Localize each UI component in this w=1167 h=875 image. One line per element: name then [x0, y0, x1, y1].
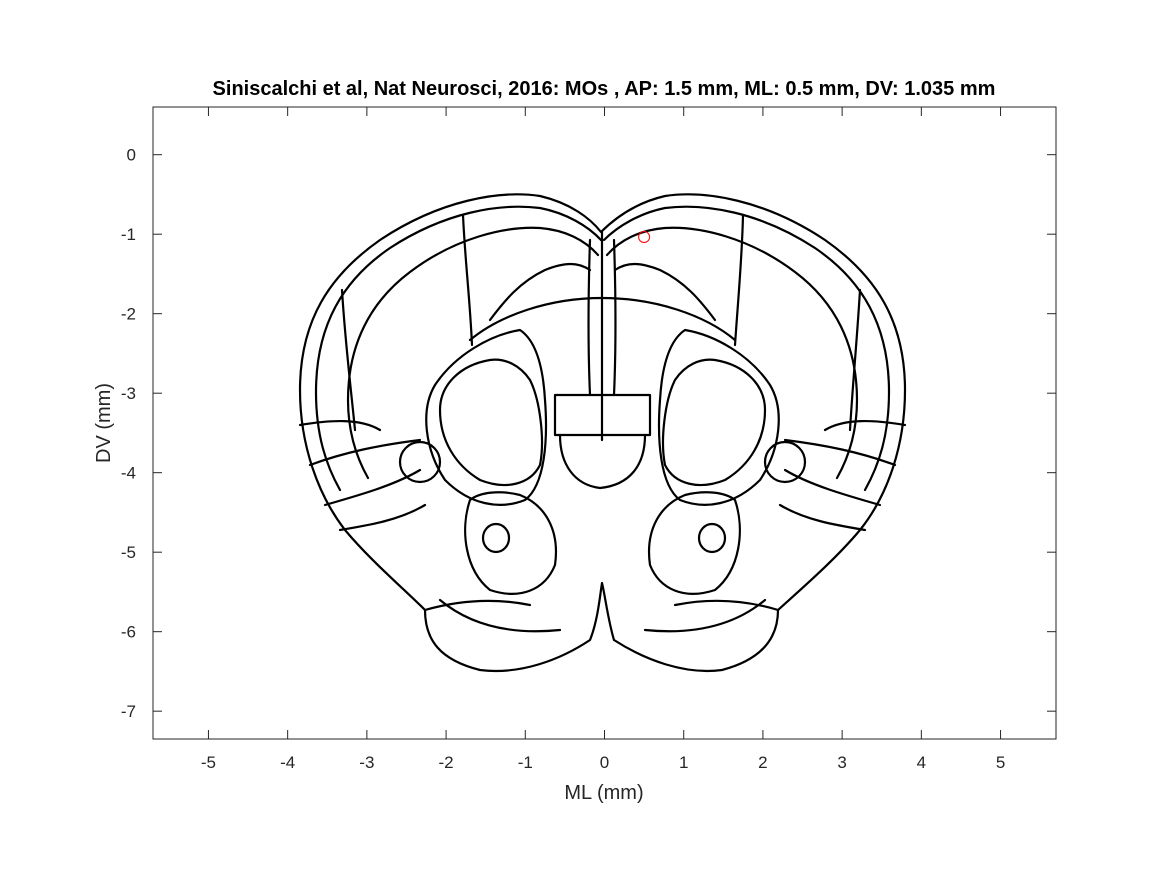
ventral-area-right: [643, 598, 767, 633]
small-oval-right: [697, 522, 727, 554]
y-tick-label: -3: [121, 384, 136, 403]
striatum-right-outer: [657, 328, 780, 506]
x-tick-label: -2: [439, 753, 454, 772]
x-tick-label: 3: [837, 753, 846, 772]
x-tick-label: -4: [280, 753, 295, 772]
x-axis-label: ML (mm): [564, 782, 643, 804]
area-boundary-left-h1: [298, 420, 382, 432]
area-boundary-left-h2: [308, 438, 422, 467]
area-boundary-right-1: [733, 213, 745, 347]
cingulum-arc: [468, 296, 737, 342]
ventral-boundary-left: [423, 599, 532, 612]
y-tick-label: -6: [121, 623, 136, 642]
y-tick-label: -7: [121, 702, 136, 721]
x-tick-label: 2: [758, 753, 767, 772]
axes-background: [153, 107, 1056, 739]
striatum-left: [438, 358, 544, 487]
medial-cortex-left: [587, 238, 592, 397]
septum-lower: [558, 433, 647, 490]
x-tick-label: -3: [359, 753, 374, 772]
striatum-right: [661, 358, 767, 487]
x-tick-label: -1: [518, 753, 533, 772]
area-boundary-right-h4: [778, 503, 867, 532]
cortex-boundary-2: [346, 226, 600, 480]
lateral-oval-left: [398, 440, 442, 484]
y-tick-label: -1: [121, 225, 136, 244]
lateral-oval-right: [763, 440, 807, 484]
area-boundary-right-h1: [823, 420, 907, 432]
x-axis-ticks: -5 -4 -3 -2 -1 0 1 2 3 4 5: [201, 107, 1005, 772]
brain-outer-contour: [298, 193, 907, 672]
y-axis-ticks: 0 -1 -2 -3 -4 -5 -6 -7: [121, 146, 1056, 721]
brain-atlas-outline: [298, 193, 907, 672]
chart-title: Siniscalchi et al, Nat Neurosci, 2016: M…: [213, 78, 996, 100]
medial-cortex-right: [612, 238, 617, 397]
y-tick-label: -4: [121, 464, 136, 483]
ventral-boundary-right: [673, 599, 780, 612]
ventral-area-left: [438, 598, 562, 633]
area-boundary-right-2: [848, 288, 862, 432]
x-tick-label: 4: [917, 753, 926, 772]
area-boundary-left-1: [461, 213, 474, 347]
x-tick-label: -5: [201, 753, 216, 772]
y-tick-label: 0: [127, 146, 136, 165]
area-boundary-left-h3: [323, 468, 422, 507]
cortex-boundary-3-right: [613, 262, 717, 322]
pallidum-right: [647, 491, 741, 595]
x-tick-label: 1: [679, 753, 688, 772]
area-boundary-left-2: [340, 288, 357, 432]
y-tick-label: -2: [121, 305, 136, 324]
x-tick-label: 0: [600, 753, 609, 772]
cortex-boundary-2-right: [605, 226, 859, 480]
target-point: [638, 230, 651, 243]
area-boundary-left-h4: [338, 503, 427, 532]
cortex-boundary-3: [488, 262, 592, 322]
data-points: [638, 230, 651, 243]
x-tick-label: 5: [996, 753, 1005, 772]
y-axis-label: DV (mm): [93, 383, 115, 463]
small-oval-left: [481, 522, 511, 554]
striatum-left-outer: [425, 328, 548, 506]
plot-area: -5 -4 -3 -2 -1 0 1 2 3 4 5 0 -1 -2 -3 -4 -5 -6 -7: [121, 106, 1057, 772]
y-tick-label: -5: [121, 543, 136, 562]
area-boundary-right-h3: [783, 468, 882, 507]
area-boundary-right-h2: [783, 438, 897, 467]
pallidum-left: [464, 491, 558, 595]
septum-box: [553, 393, 652, 437]
